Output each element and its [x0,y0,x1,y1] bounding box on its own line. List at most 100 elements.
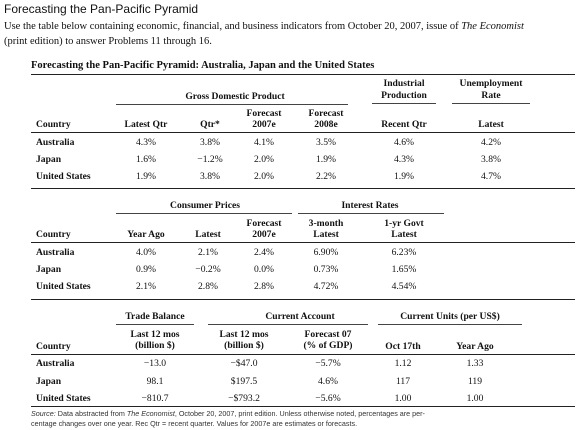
cell: 1.65% [391,264,417,275]
cell: 1.33 [466,358,484,369]
col-fc2008-l2: 2008e [314,119,338,130]
group-ir-underline [298,213,444,214]
row-country: Japan [36,154,62,165]
page-title: Forecasting the Pan-Pacific Pyramid [4,2,199,16]
group-gdp-underline [116,104,348,105]
intro-line-1: Use the table below containing economic,… [4,20,524,34]
group-current-account: Current Account [265,311,335,322]
cell: −1.2% [197,154,223,165]
intro-line-2: (print edition) to answer Problems 11 th… [4,36,212,47]
cell: 0.73% [313,264,339,275]
cell: 98.1 [146,376,164,387]
group-gdp: Gross Domestic Product [185,91,285,102]
cell: 2.1% [136,281,156,292]
source-note-line-1: Source: Data abstracted from The Economi… [31,409,425,419]
table-title: Forecasting the Pan-Pacific Pyramid: Aus… [31,60,375,71]
row-country: Australia [36,137,75,148]
col-qtr: Qtr* [200,119,220,130]
cell: 4.72% [313,281,339,292]
cell: 4.7% [481,171,501,182]
cell: 117 [395,376,411,387]
cell: 1.00 [394,393,412,404]
group-unemp-l2: Rate [481,90,501,101]
row-country: Australia [36,247,75,258]
col-recent-qtr: Recent Qtr [381,119,427,130]
cell: 2.8% [198,281,218,292]
section3-header-rule [31,354,575,355]
col-tb-l1: Last 12 mos [130,329,180,340]
cell: 3.5% [316,137,336,148]
col-oct17: Oct 17th [385,341,421,352]
col-3m-l2: Latest [313,229,339,240]
group-consumer-prices: Consumer Prices [170,200,240,211]
cell: 4.6% [394,137,414,148]
group-unemp-underline [452,103,530,104]
cell: 4.3% [394,154,414,165]
intro-text: Use the table below containing economic,… [4,21,459,32]
cell: 1.9% [394,171,414,182]
col-country: Country [36,229,71,240]
cell: 2.8% [254,281,274,292]
cell: −5.7% [315,358,341,369]
group-cu-underline [378,324,522,325]
col-1yr-l1: 1-yr Govt [384,218,424,229]
cell: 0.0% [254,264,274,275]
table-bottom-rule [31,406,575,407]
cell: 0.9% [136,264,156,275]
group-interest-rates: Interest Rates [341,200,399,211]
col-latest: Latest [195,229,221,240]
cell: 4.0% [136,247,156,258]
cell: 4.6% [318,376,338,387]
cell: −810.7 [141,393,169,404]
source-text: Data abstracted from [57,409,125,418]
section1-header-rule [31,132,575,133]
cell: 4.1% [254,137,274,148]
group-unemp-l1: Unemployment [459,78,523,89]
col-tb-l2: (billion $) [135,340,175,351]
col-latest-qtr: Latest Qtr [124,119,168,130]
col-country: Country [36,341,71,352]
col-3m-l1: 3-month [308,218,344,229]
cell: 4.54% [391,281,417,292]
col-year-ago: Year Ago [127,229,165,240]
source-note-line-2: centage changes over one year. Rec Qtr =… [31,419,358,428]
group-ip-l2: Production [381,90,427,101]
col-fc2007-l1: Forecast [246,108,282,119]
cell: −5.6% [315,393,341,404]
row-country: United States [36,393,91,404]
cell: 2.1% [198,247,218,258]
section1-bottom-rule [31,188,575,189]
cell: 1.9% [316,154,336,165]
row-country: United States [36,171,91,182]
cell: 2.2% [316,171,336,182]
cell: 1.00 [466,393,484,404]
cell: −0.2% [195,264,221,275]
col-fc2007-l2: 2007e [252,229,276,240]
col-fc2007-l1: Forecast [246,218,282,229]
cell: 3.8% [200,137,220,148]
cell: 4.3% [136,137,156,148]
cell: 3.8% [481,154,501,165]
col-fc2007-l2: 2007e [252,119,276,130]
source-publication: The Economist [126,409,175,418]
col-fc2008-l1: Forecast [308,108,344,119]
group-ca-underline [208,324,368,325]
row-country: United States [36,281,91,292]
section2-bottom-rule [31,299,575,300]
group-current-units: Current Units (per US$) [400,311,500,322]
group-cp-underline [116,213,292,214]
cell: −$793.2 [228,393,260,404]
row-country: Australia [36,358,75,369]
cell: 2.0% [254,154,274,165]
group-tb-underline [116,324,194,325]
col-country: Country [36,119,71,130]
cell: −$47.0 [230,358,258,369]
col-fc07-l1: Forecast 07 [304,329,352,340]
cell: $197.5 [230,376,258,387]
col-year-ago: Year Ago [456,341,494,352]
group-ip-l1: Industrial [383,78,425,89]
col-ca-l1: Last 12 mos [219,329,269,340]
section2-header-rule [31,242,575,243]
col-1yr-l2: Latest [391,229,417,240]
source-label: Source: [31,409,56,418]
